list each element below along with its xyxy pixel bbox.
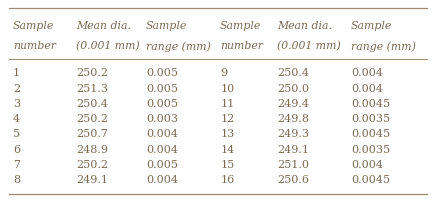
Text: 5: 5: [13, 129, 20, 139]
Text: 7: 7: [13, 159, 20, 169]
Text: 251.3: 251.3: [76, 83, 108, 93]
Text: 251.0: 251.0: [277, 159, 309, 169]
Text: 9: 9: [220, 68, 227, 78]
Text: 0.005: 0.005: [146, 83, 178, 93]
Text: Sample: Sample: [146, 21, 187, 31]
Text: 248.9: 248.9: [76, 144, 108, 154]
Text: 13: 13: [220, 129, 235, 139]
Text: 6: 6: [13, 144, 20, 154]
Text: 249.3: 249.3: [277, 129, 309, 139]
Text: 0.004: 0.004: [146, 129, 178, 139]
Text: 16: 16: [220, 174, 235, 184]
Text: Sample: Sample: [13, 21, 54, 31]
Text: 2: 2: [13, 83, 20, 93]
Text: 249.4: 249.4: [277, 98, 309, 108]
Text: number: number: [13, 41, 56, 51]
Text: Mean dia.: Mean dia.: [277, 21, 332, 31]
Text: 10: 10: [220, 83, 235, 93]
Text: 3: 3: [13, 98, 20, 108]
Text: 250.4: 250.4: [76, 98, 108, 108]
Text: 0.004: 0.004: [351, 159, 383, 169]
Text: 12: 12: [220, 114, 235, 124]
Text: 0.0035: 0.0035: [351, 144, 390, 154]
Text: 250.2: 250.2: [76, 68, 108, 78]
Text: 15: 15: [220, 159, 235, 169]
Text: 0.004: 0.004: [146, 174, 178, 184]
Text: (0.001 mm): (0.001 mm): [76, 41, 140, 51]
Text: range (mm): range (mm): [146, 41, 211, 52]
Text: 0.004: 0.004: [351, 68, 383, 78]
Text: Sample: Sample: [351, 21, 392, 31]
Text: range (mm): range (mm): [351, 41, 416, 52]
Text: 0.004: 0.004: [146, 144, 178, 154]
Text: Sample: Sample: [220, 21, 262, 31]
Text: 0.004: 0.004: [351, 83, 383, 93]
Text: Mean dia.: Mean dia.: [76, 21, 131, 31]
Text: 0.0045: 0.0045: [351, 174, 390, 184]
Text: 250.7: 250.7: [76, 129, 108, 139]
Text: 0.0045: 0.0045: [351, 129, 390, 139]
Text: 11: 11: [220, 98, 235, 108]
Text: 0.003: 0.003: [146, 114, 178, 124]
Text: 0.005: 0.005: [146, 68, 178, 78]
Text: 1: 1: [13, 68, 20, 78]
Text: number: number: [220, 41, 263, 51]
Text: 250.0: 250.0: [277, 83, 309, 93]
Text: 0.0035: 0.0035: [351, 114, 390, 124]
Text: 250.2: 250.2: [76, 114, 108, 124]
Text: 249.1: 249.1: [76, 174, 108, 184]
Text: 8: 8: [13, 174, 20, 184]
Text: (0.001 mm): (0.001 mm): [277, 41, 341, 51]
Text: 0.005: 0.005: [146, 159, 178, 169]
Text: 4: 4: [13, 114, 20, 124]
Text: 249.8: 249.8: [277, 114, 309, 124]
Text: 250.4: 250.4: [277, 68, 309, 78]
Text: 249.1: 249.1: [277, 144, 309, 154]
Text: 250.2: 250.2: [76, 159, 108, 169]
Text: 0.005: 0.005: [146, 98, 178, 108]
Text: 0.0045: 0.0045: [351, 98, 390, 108]
Text: 250.6: 250.6: [277, 174, 309, 184]
Text: 14: 14: [220, 144, 235, 154]
